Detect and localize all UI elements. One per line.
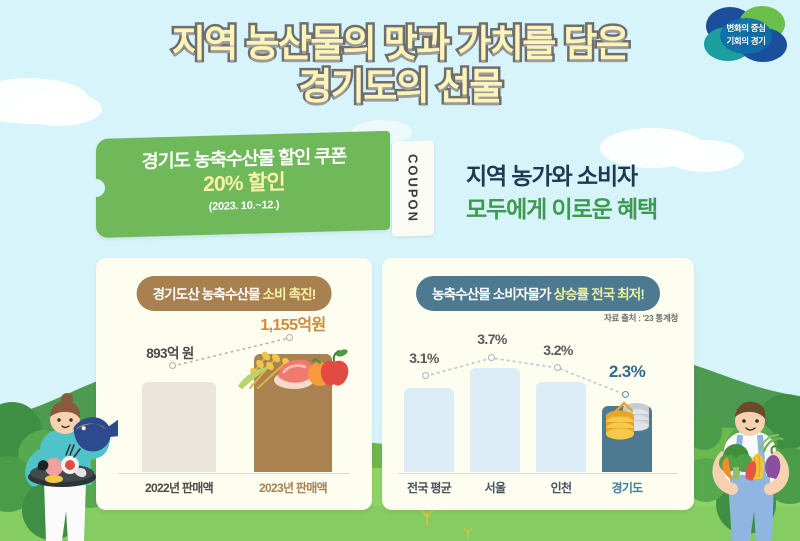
logo-line-1: 변화의 중심 (726, 22, 766, 33)
cpi-dot-national (422, 372, 429, 379)
cpi-bar-seoul (470, 368, 520, 472)
cpi-label-gyeonggi: 경기도 (611, 481, 643, 495)
cpi-title-plain: 농축수산물 소비자물가 (432, 287, 551, 302)
cpi-bar-incheon (536, 382, 586, 472)
cloud-shape (16, 92, 102, 126)
cpi-chart-title: 농축수산물 소비자물가 상승률 전국 최저! (416, 276, 660, 311)
coin-stack-illustration (606, 401, 649, 440)
cpi-axis-line (398, 472, 678, 474)
cpi-chart-card: 농축수산물 소비자물가 상승률 전국 최저! 자료 출처 : '23 통계청 3… (382, 258, 694, 510)
logo-line-2: 기회의 경기 (726, 35, 766, 46)
cpi-value-seoul: 3.7% (477, 331, 507, 347)
cpi-label-incheon: 인천 (550, 481, 572, 495)
cpi-value-incheon: 3.2% (543, 342, 573, 358)
sales-value-2023: 1,155억원 (260, 317, 326, 334)
logo-text: 변화의 중심 기회의 경기 (700, 6, 792, 62)
cpi-dot-gyeonggi (622, 391, 629, 398)
coupon-content: 경기도 농축수산물 할인 쿠폰 20% 할인 (2023. 10.~12.) (108, 143, 380, 216)
cpi-label-national: 전국 평균 (407, 481, 452, 495)
cpi-dot-seoul (488, 354, 495, 361)
benefit-line-1: 지역 농가와 소비자 (466, 163, 638, 189)
coupon-stub: COUPON (392, 140, 434, 237)
sales-chart-card: 경기도산 농축수산물 소비 촉진! 893억 원 1,155억원 (96, 258, 372, 510)
cpi-bar-chart: 3.1% 3.7% 3.2% 2.3% (382, 258, 694, 510)
sales-axis-line (118, 472, 350, 474)
title-line-1: 지역 농산물의 맛과 가치를 담은 (169, 21, 632, 67)
sales-bar-chart: 893억 원 1,155억원 (96, 258, 372, 510)
coupon-stub-label: COUPON (405, 153, 421, 224)
cpi-value-gyeonggi: 2.3% (608, 362, 646, 381)
title-line-2: 경기도의 선물 (296, 64, 506, 110)
sales-value-2022: 893억 원 (146, 346, 194, 361)
cpi-title-accent: 상승률 전국 최저! (553, 287, 645, 302)
farmer-illustration (712, 401, 790, 541)
cpi-dot-incheon (554, 364, 561, 371)
gyeonggi-logo: 변화의 중심 기회의 경기 (700, 6, 792, 62)
cloud-shape (666, 140, 744, 172)
sales-chart-title: 경기도산 농축수산물 소비 촉진! (136, 276, 332, 311)
sales-title-accent: 소비 촉진! (262, 287, 317, 302)
wheat-illustration (238, 351, 290, 389)
benefit-line-2: 모두에게 이로운 혜택 (466, 195, 658, 222)
sales-title-plain: 경기도산 농축수산물 (152, 287, 261, 302)
cpi-source-note: 자료 출처 : '23 통계청 (604, 313, 678, 323)
benefit-copy: 지역 농가와 소비자 모두에게 이로운 혜택 (466, 160, 766, 225)
sales-dot-2022 (169, 362, 176, 369)
sales-bar-2022 (142, 382, 216, 472)
page-title: 지역 농산물의 맛과 가치를 담은 경기도의 선물 (0, 21, 800, 110)
cpi-label-seoul: 서울 (484, 481, 506, 495)
sales-label-2023: 2023년 판매액 (259, 481, 328, 495)
sales-label-2022: 2022년 판매액 (145, 481, 214, 495)
cpi-bar-national (404, 388, 454, 472)
grass-sprig-icon (463, 527, 473, 539)
cpi-value-national: 3.1% (409, 350, 439, 366)
sales-dot-2023 (286, 334, 293, 341)
logo-blob-shape (704, 6, 787, 62)
fisherwoman-illustration (25, 393, 118, 541)
grass-sprig-icon (420, 509, 434, 526)
discount-coupon[interactable]: 경기도 농축수산물 할인 쿠폰 20% 할인 (2023. 10.~12.) C… (87, 130, 444, 238)
food-illustration (274, 349, 349, 389)
coupon-notch (87, 179, 105, 197)
